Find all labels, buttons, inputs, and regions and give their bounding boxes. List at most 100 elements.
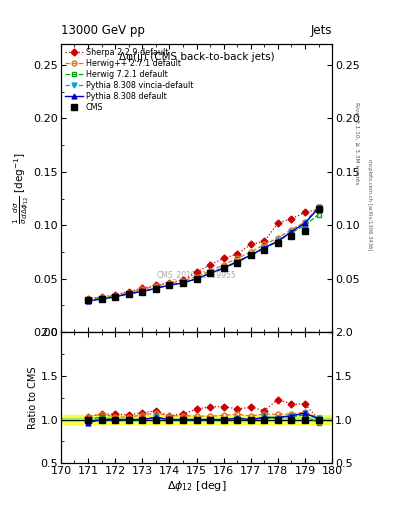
Text: Δφ(jj) (CMS back-to-back jets): Δφ(jj) (CMS back-to-back jets)	[119, 52, 274, 62]
Herwig++ 2.7.1 default	[208, 268, 213, 274]
Pythia 8.308 vincia-default	[86, 297, 90, 303]
Herwig 7.2.1 default	[289, 230, 294, 236]
Bar	[61, 418, 332, 421]
Line: Herwig 7.2.1 default: Herwig 7.2.1 default	[86, 212, 321, 303]
Herwig++ 2.7.1 default	[140, 286, 145, 292]
Herwig 7.2.1 default	[262, 246, 267, 252]
Herwig 7.2.1 default	[113, 294, 118, 300]
Pythia 8.308 default	[113, 294, 118, 300]
CMS	[99, 296, 104, 302]
CMS	[167, 282, 172, 288]
Pythia 8.308 default	[303, 220, 307, 226]
Herwig++ 2.7.1 default	[303, 219, 307, 225]
Line: Herwig++ 2.7.1 default: Herwig++ 2.7.1 default	[86, 205, 321, 302]
Pythia 8.308 default	[86, 298, 90, 304]
Herwig++ 2.7.1 default	[194, 273, 199, 280]
Pythia 8.308 default	[180, 280, 185, 286]
Herwig++ 2.7.1 default	[127, 289, 131, 295]
CMS	[248, 252, 253, 258]
Herwig++ 2.7.1 default	[248, 249, 253, 255]
Sherpa 2.2.9 default	[235, 251, 240, 257]
CMS	[127, 291, 131, 297]
Herwig++ 2.7.1 default	[167, 280, 172, 286]
Pythia 8.308 vincia-default	[167, 282, 172, 288]
Pythia 8.308 vincia-default	[316, 204, 321, 210]
Sherpa 2.2.9 default	[275, 220, 280, 226]
CMS	[289, 233, 294, 239]
Sherpa 2.2.9 default	[248, 242, 253, 248]
Herwig 7.2.1 default	[235, 260, 240, 266]
Y-axis label: $\frac{1}{\sigma}\frac{d\sigma}{d\Delta\phi_{12}}$ [deg$^{-1}$]: $\frac{1}{\sigma}\frac{d\sigma}{d\Delta\…	[11, 152, 31, 224]
Herwig 7.2.1 default	[303, 222, 307, 228]
Line: CMS: CMS	[85, 206, 321, 303]
Pythia 8.308 vincia-default	[208, 270, 213, 276]
Sherpa 2.2.9 default	[208, 262, 213, 268]
Pythia 8.308 default	[262, 245, 267, 251]
Sherpa 2.2.9 default	[262, 238, 267, 244]
Bar	[61, 415, 332, 424]
Herwig++ 2.7.1 default	[289, 226, 294, 232]
Legend: Sherpa 2.2.9 default, Herwig++ 2.7.1 default, Herwig 7.2.1 default, Pythia 8.308: Sherpa 2.2.9 default, Herwig++ 2.7.1 def…	[63, 46, 195, 113]
Pythia 8.308 vincia-default	[262, 245, 267, 251]
Herwig++ 2.7.1 default	[153, 283, 158, 289]
Pythia 8.308 default	[275, 238, 280, 244]
Pythia 8.308 default	[235, 259, 240, 265]
Line: Pythia 8.308 vincia-default: Pythia 8.308 vincia-default	[86, 205, 321, 303]
Herwig 7.2.1 default	[194, 275, 199, 282]
Herwig 7.2.1 default	[275, 238, 280, 244]
Pythia 8.308 default	[194, 275, 199, 282]
CMS	[140, 288, 145, 294]
Pythia 8.308 vincia-default	[194, 275, 199, 282]
Herwig 7.2.1 default	[99, 295, 104, 301]
Herwig 7.2.1 default	[127, 291, 131, 297]
CMS	[303, 227, 307, 233]
CMS	[86, 297, 90, 303]
Pythia 8.308 vincia-default	[113, 294, 118, 300]
Y-axis label: Ratio to CMS: Ratio to CMS	[28, 367, 38, 429]
Herwig 7.2.1 default	[248, 252, 253, 258]
CMS	[208, 270, 213, 276]
Herwig 7.2.1 default	[153, 285, 158, 291]
Herwig++ 2.7.1 default	[262, 242, 267, 248]
Pythia 8.308 default	[289, 228, 294, 234]
Sherpa 2.2.9 default	[140, 285, 145, 291]
CMS	[235, 260, 240, 266]
Herwig++ 2.7.1 default	[99, 294, 104, 300]
Text: mcplots.cern.ch [arXiv:1306.3436]: mcplots.cern.ch [arXiv:1306.3436]	[367, 159, 372, 250]
Sherpa 2.2.9 default	[86, 296, 90, 302]
Pythia 8.308 default	[153, 285, 158, 291]
Pythia 8.308 vincia-default	[275, 238, 280, 244]
Sherpa 2.2.9 default	[113, 292, 118, 298]
Pythia 8.308 default	[127, 291, 131, 297]
Text: CMS_2019_I1719955: CMS_2019_I1719955	[157, 270, 236, 279]
Herwig 7.2.1 default	[180, 280, 185, 286]
Herwig 7.2.1 default	[208, 270, 213, 276]
Pythia 8.308 default	[221, 265, 226, 271]
Pythia 8.308 default	[248, 252, 253, 258]
Herwig++ 2.7.1 default	[86, 296, 90, 302]
CMS	[153, 286, 158, 292]
Sherpa 2.2.9 default	[316, 206, 321, 212]
Herwig++ 2.7.1 default	[221, 262, 226, 268]
Pythia 8.308 vincia-default	[221, 265, 226, 271]
Pythia 8.308 default	[99, 296, 104, 302]
Pythia 8.308 default	[208, 270, 213, 276]
Pythia 8.308 vincia-default	[99, 296, 104, 302]
Herwig++ 2.7.1 default	[235, 255, 240, 262]
Herwig++ 2.7.1 default	[113, 293, 118, 299]
CMS	[262, 247, 267, 253]
CMS	[275, 240, 280, 246]
Sherpa 2.2.9 default	[99, 294, 104, 300]
Pythia 8.308 default	[140, 288, 145, 294]
Sherpa 2.2.9 default	[221, 255, 226, 262]
Pythia 8.308 default	[316, 205, 321, 211]
Sherpa 2.2.9 default	[303, 209, 307, 216]
Pythia 8.308 vincia-default	[248, 252, 253, 258]
Herwig++ 2.7.1 default	[180, 278, 185, 284]
Sherpa 2.2.9 default	[127, 288, 131, 294]
Text: 13000 GeV pp: 13000 GeV pp	[61, 25, 145, 37]
Pythia 8.308 vincia-default	[140, 288, 145, 294]
Pythia 8.308 vincia-default	[235, 259, 240, 265]
Pythia 8.308 vincia-default	[127, 291, 131, 297]
X-axis label: $\Delta\phi_{12}$ [deg]: $\Delta\phi_{12}$ [deg]	[167, 479, 226, 493]
